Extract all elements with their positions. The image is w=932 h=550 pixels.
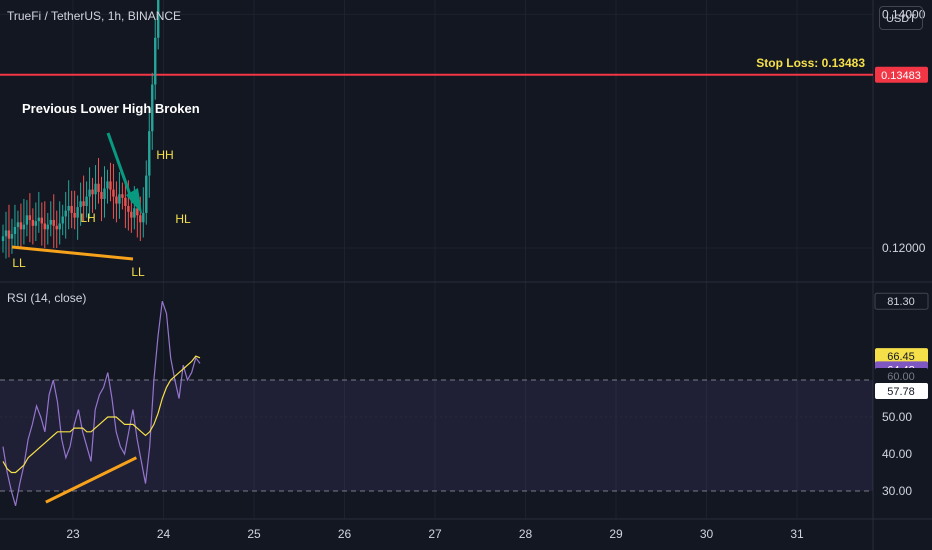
rsi-ma-line (2, 355, 201, 474)
rsi-divergence-line (45, 456, 138, 504)
candle-body (109, 181, 112, 190)
candle-body (91, 189, 94, 195)
candle-body (115, 196, 118, 204)
candle-body (7, 230, 11, 239)
x-tick-label: 29 (609, 527, 623, 541)
breakout-arrow-shaft (106, 132, 135, 204)
candle-body (37, 217, 41, 222)
breakout-arrow-head (126, 188, 142, 214)
lh-label: LH (80, 211, 95, 225)
candle-body (112, 189, 115, 197)
level-axis-tag (875, 66, 928, 83)
x-tick-label: 31 (790, 527, 804, 541)
symbol-header: TrueFi / TetherUS, 1h, BINANCE (7, 9, 182, 23)
candle-body (118, 194, 121, 204)
candle-body (61, 216, 64, 224)
rsi-band-upper-tag (875, 368, 928, 384)
ll-label-left: LL (12, 256, 26, 270)
y-tick-label: 0.14000 (882, 7, 926, 21)
y-tick-label: 0.12000 (882, 241, 926, 255)
rsi-y-tick-label: 30.00 (882, 484, 912, 498)
candle-body (40, 217, 44, 224)
candle-body (31, 219, 35, 226)
rsi-max-tag-text: 81.30 (887, 296, 915, 308)
candle-body (106, 181, 109, 189)
candle-body (70, 205, 73, 213)
candle-body (145, 175, 148, 213)
candle-body (22, 224, 26, 230)
annotation-previous-lower-high: Previous Lower High Broken (22, 101, 200, 116)
candle-body (124, 197, 127, 206)
candle-body (133, 208, 136, 218)
candle-body (52, 219, 55, 226)
rsi-y-tick-label: 40.00 (882, 447, 912, 461)
candle-body (43, 223, 46, 230)
candle-body (157, 0, 160, 38)
x-tick-label: 26 (338, 527, 352, 541)
rsi-y-tick-label: 50.00 (882, 410, 912, 424)
x-tick-label: 23 (66, 527, 80, 541)
candle-body (28, 215, 32, 220)
candle-body (73, 212, 76, 218)
x-tick-label: 27 (428, 527, 442, 541)
currency-button[interactable]: USDT (879, 6, 923, 30)
rsi-band-fill (0, 380, 873, 491)
candle-body (58, 223, 61, 230)
candle-body (154, 37, 157, 85)
candle-body (79, 201, 82, 208)
rsi-min-tag (875, 383, 928, 399)
candle-body (76, 207, 79, 218)
candle-body (127, 205, 130, 212)
candle-body (82, 201, 85, 206)
candle-body (142, 212, 145, 223)
rsi-band-upper-tag-text: 60.00 (887, 371, 915, 383)
candle-body (10, 233, 14, 239)
candle-body (4, 230, 8, 237)
candle-body (130, 211, 133, 218)
rsi-line (2, 300, 201, 506)
candle-body (85, 196, 88, 206)
candle-body (49, 219, 52, 225)
rsi-ma-tag-text: 66.45 (887, 351, 915, 363)
x-tick-label: 25 (247, 527, 261, 541)
candle-body (121, 194, 124, 198)
rsi-title: RSI (14, close) (7, 291, 87, 305)
candle-body (25, 215, 29, 225)
candle-body (1, 236, 5, 241)
candle-body (148, 131, 151, 176)
lows-trend-line (11, 245, 134, 261)
candle-body (64, 210, 67, 217)
hh-label: HH (156, 148, 173, 162)
candle-body (151, 84, 154, 132)
x-tick-label: 30 (700, 527, 714, 541)
candle-body (94, 183, 97, 195)
candle-body (34, 221, 38, 226)
candle-body (55, 225, 58, 230)
level-axis-tag-text: 0.13483 (881, 70, 921, 82)
candle-body (46, 224, 49, 230)
candle-body (16, 222, 20, 227)
candle-body (100, 191, 103, 199)
candle-body (88, 189, 91, 197)
candle-body (97, 183, 100, 192)
x-tick-label: 24 (157, 527, 171, 541)
candle-body (103, 188, 106, 199)
candle-body (19, 222, 23, 230)
level-label: Stop Loss: 0.13483 (756, 56, 865, 70)
rsi-ma-tag (875, 348, 928, 365)
ll-label-right: LL (131, 265, 145, 279)
rsi-min-tag-text: 57.78 (887, 386, 915, 398)
candle-body (139, 215, 142, 223)
hl-label: HL (175, 212, 191, 226)
candle-body (13, 226, 17, 234)
x-tick-label: 28 (519, 527, 533, 541)
candle-body (67, 205, 70, 211)
candle-body (136, 208, 139, 216)
rsi-max-tag (874, 292, 929, 310)
